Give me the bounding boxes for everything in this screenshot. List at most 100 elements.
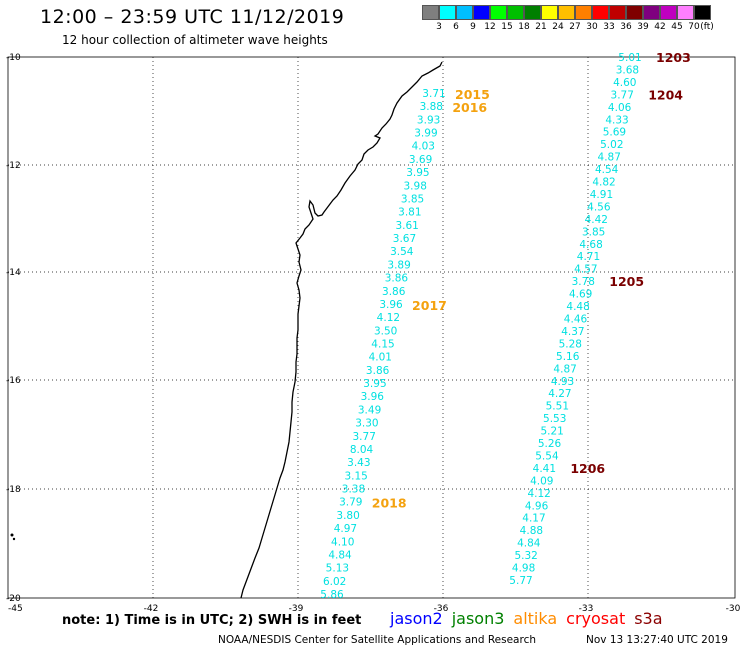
wave-height-value: 4.56 (587, 201, 611, 213)
wave-height-value: 5.28 (559, 338, 582, 350)
wave-height-value: 4.46 (564, 314, 588, 326)
scale-label: 33 (603, 22, 615, 32)
scale-swatch (643, 5, 660, 20)
wave-height-value: 4.96 (525, 500, 549, 512)
pass-time-label: 2017 (412, 298, 447, 313)
island (12, 537, 16, 541)
wave-height-value: 8.04 (350, 444, 374, 456)
wave-height-value: 5.26 (538, 438, 562, 450)
wave-height-value: 4.06 (608, 102, 632, 114)
wave-height-value: 3.67 (393, 233, 416, 245)
latitude-label: -10 (6, 53, 21, 63)
latitude-label: -20 (6, 594, 21, 604)
scale-label: 30 (586, 22, 598, 32)
wave-height-value: 4.54 (595, 164, 619, 176)
pass-time-label: 2015 (455, 87, 490, 102)
wave-height-value: 3.54 (390, 246, 414, 258)
generated-timestamp: Nov 13 13:27:40 UTC 2019 (586, 634, 728, 646)
wave-height-value: 3.95 (363, 378, 386, 390)
wave-height-value: 4.82 (592, 177, 615, 189)
wave-height-value: 3.38 (342, 484, 365, 496)
wave-height-value: 5.01 (618, 52, 641, 64)
longitude-label: -30 (726, 604, 740, 614)
legend-item-jason2: jason2 (390, 609, 443, 628)
scale-label: 42 (654, 22, 666, 32)
wave-height-value: 5.51 (546, 401, 569, 413)
wave-height-value: 3.68 (616, 64, 639, 76)
wave-height-value: 3.96 (379, 299, 403, 311)
scale-label: 9 (470, 22, 476, 32)
pass-time-label: 1206 (570, 461, 605, 476)
latitude-label: -18 (6, 485, 21, 495)
wave-height-value: 4.10 (331, 536, 354, 548)
scale-label: 18 (518, 22, 530, 32)
wave-height-value: 3.71 (422, 88, 445, 100)
wave-height-value: 4.27 (548, 388, 571, 400)
wave-height-value: 5.16 (556, 351, 580, 363)
scale-swatch (660, 5, 677, 20)
wave-height-value: 3.50 (374, 325, 397, 337)
footer-note: note: 1) Time is in UTC; 2) SWH is in fe… (62, 613, 362, 628)
wave-height-value: 4.69 (569, 289, 592, 301)
scale-swatch (541, 5, 558, 20)
page-title: 12:00 – 23:59 UTC 11/12/2019 (40, 6, 345, 28)
wave-height-value: 3.78 (572, 276, 595, 288)
wave-height-value: 4.98 (512, 563, 535, 575)
wave-height-value: 3.77 (353, 431, 376, 443)
scale-swatch (422, 5, 439, 20)
wave-height-value: 5.86 (320, 589, 344, 601)
pass-time-label: 2018 (372, 496, 407, 511)
wave-height-value: 4.42 (585, 214, 608, 226)
wave-height-value: 5.21 (540, 426, 563, 438)
wave-height-value: 4.17 (522, 513, 545, 525)
scale-swatch (439, 5, 456, 20)
wave-height-value: 3.80 (336, 510, 359, 522)
latitude-label: -14 (6, 268, 21, 278)
wave-height-value: 4.57 (574, 264, 597, 276)
wave-height-value: 3.30 (355, 418, 378, 430)
scale-swatch (524, 5, 541, 20)
wave-height-value: 3.88 (420, 101, 443, 113)
wave-height-value: 4.87 (553, 363, 576, 375)
wave-height-value: 4.48 (566, 301, 589, 313)
scale-label: 15 (501, 22, 513, 32)
wave-height-value: 4.68 (579, 239, 602, 251)
wave-height-value: 5.13 (326, 563, 349, 575)
wave-height-value: 3.79 (339, 497, 362, 509)
wave-height-value: 3.43 (347, 457, 370, 469)
wave-height-value: 3.95 (406, 167, 429, 179)
scale-label: 12 (484, 22, 496, 32)
wave-height-value: 4.12 (527, 488, 550, 500)
island (10, 533, 14, 537)
wave-height-value: 3.93 (417, 114, 440, 126)
wave-height-value: 4.12 (377, 312, 400, 324)
wave-height-value: 4.60 (613, 77, 636, 89)
wave-height-value: 3.15 (344, 470, 367, 482)
pass-time-label: 1205 (609, 274, 644, 289)
wave-height-value: 5.69 (603, 127, 626, 139)
legend-item-altika: altika (513, 609, 558, 628)
scale-label: 24 (552, 22, 564, 32)
pass-time-label: 1204 (648, 87, 683, 102)
wave-height-value: 3.85 (582, 226, 605, 238)
wave-height-value: 3.49 (358, 404, 381, 416)
wave-height-value: 3.81 (398, 207, 421, 219)
scale-swatch (592, 5, 609, 20)
wave-height-value: 4.15 (371, 339, 394, 351)
wave-height-value: 4.03 (412, 141, 435, 153)
wave-height-value: 3.86 (382, 286, 406, 298)
wave-height-value: 4.87 (598, 152, 621, 164)
wave-height-value: 4.33 (605, 114, 628, 126)
pass-time-label: 1203 (656, 50, 691, 65)
scale-swatch (626, 5, 643, 20)
wave-height-value: 3.89 (387, 259, 410, 271)
longitude-label: -39 (289, 604, 304, 614)
wave-height-value: 3.98 (404, 180, 427, 192)
legend-item-jason3: jason3 (451, 609, 505, 628)
wave-height-value: 3.99 (414, 128, 437, 140)
wave-height-value: 6.02 (323, 576, 346, 588)
pass-time-label: 2016 (452, 100, 487, 115)
map-frame (7, 56, 736, 599)
wave-height-value: 4.91 (590, 189, 613, 201)
west-pass-track: 3.713.883.933.994.033.693.953.983.853.81… (320, 87, 489, 601)
